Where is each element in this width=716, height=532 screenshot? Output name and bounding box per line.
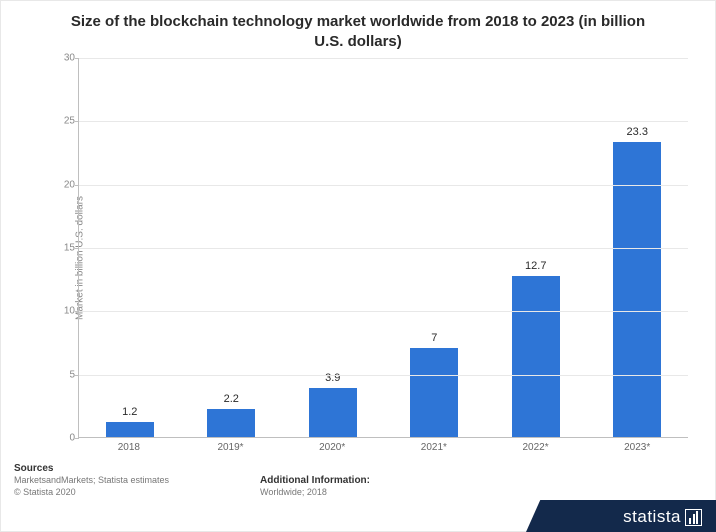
- x-tick-label: 2018: [78, 442, 180, 453]
- footer-sources: Sources MarketsandMarkets; Statista esti…: [14, 463, 169, 498]
- grid-line: [79, 58, 688, 59]
- sources-text: MarketsandMarkets; Statista estimates: [14, 474, 169, 486]
- plot-area: 1.22.23.9712.723.3 051015202530: [78, 58, 688, 438]
- y-tick-label: 15: [51, 243, 75, 254]
- footer-additional: Additional Information: Worldwide; 2018: [260, 475, 370, 498]
- y-tick-mark: [75, 248, 79, 249]
- logo-bars-icon: [685, 509, 702, 526]
- grid-line: [79, 248, 688, 249]
- x-tick-label: 2019*: [180, 442, 282, 453]
- y-tick-mark: [75, 375, 79, 376]
- y-tick-label: 20: [51, 179, 75, 190]
- bar-value-label: 1.2: [122, 406, 137, 418]
- grid-line: [79, 311, 688, 312]
- bar: [512, 276, 560, 437]
- x-axis-labels: 20182019*2020*2021*2022*2023*: [78, 442, 688, 453]
- sources-heading: Sources: [14, 463, 169, 474]
- grid-line: [79, 375, 688, 376]
- additional-heading: Additional Information:: [260, 475, 370, 486]
- y-tick-label: 25: [51, 116, 75, 127]
- bar: [207, 409, 255, 437]
- y-tick-label: 30: [51, 53, 75, 64]
- x-tick-label: 2023*: [586, 442, 688, 453]
- chart-title: Size of the blockchain technology market…: [0, 0, 716, 55]
- bar-value-label: 2.2: [224, 393, 239, 405]
- y-tick-mark: [75, 58, 79, 59]
- copyright: © Statista 2020: [14, 486, 169, 498]
- bar-value-label: 23.3: [627, 126, 648, 138]
- additional-text: Worldwide; 2018: [260, 486, 370, 498]
- chart-area: Market in billion U.S. dollars 1.22.23.9…: [60, 58, 690, 458]
- bar: [410, 348, 458, 437]
- y-tick-mark: [75, 438, 79, 439]
- y-tick-label: 10: [51, 306, 75, 317]
- bar-value-label: 12.7: [525, 260, 546, 272]
- bar: [613, 142, 661, 437]
- x-tick-label: 2021*: [383, 442, 485, 453]
- y-tick-mark: [75, 311, 79, 312]
- y-tick-label: 5: [51, 369, 75, 380]
- bar-value-label: 7: [431, 332, 437, 344]
- bar: [309, 388, 357, 437]
- x-tick-label: 2022*: [485, 442, 587, 453]
- bar-value-label: 3.9: [325, 372, 340, 384]
- bar: [106, 422, 154, 437]
- grid-line: [79, 185, 688, 186]
- x-tick-label: 2020*: [281, 442, 383, 453]
- y-tick-mark: [75, 185, 79, 186]
- grid-line: [79, 121, 688, 122]
- logo-wordmark: statista: [623, 507, 681, 527]
- statista-logo: statista: [623, 507, 702, 527]
- y-tick-mark: [75, 121, 79, 122]
- y-tick-label: 0: [51, 433, 75, 444]
